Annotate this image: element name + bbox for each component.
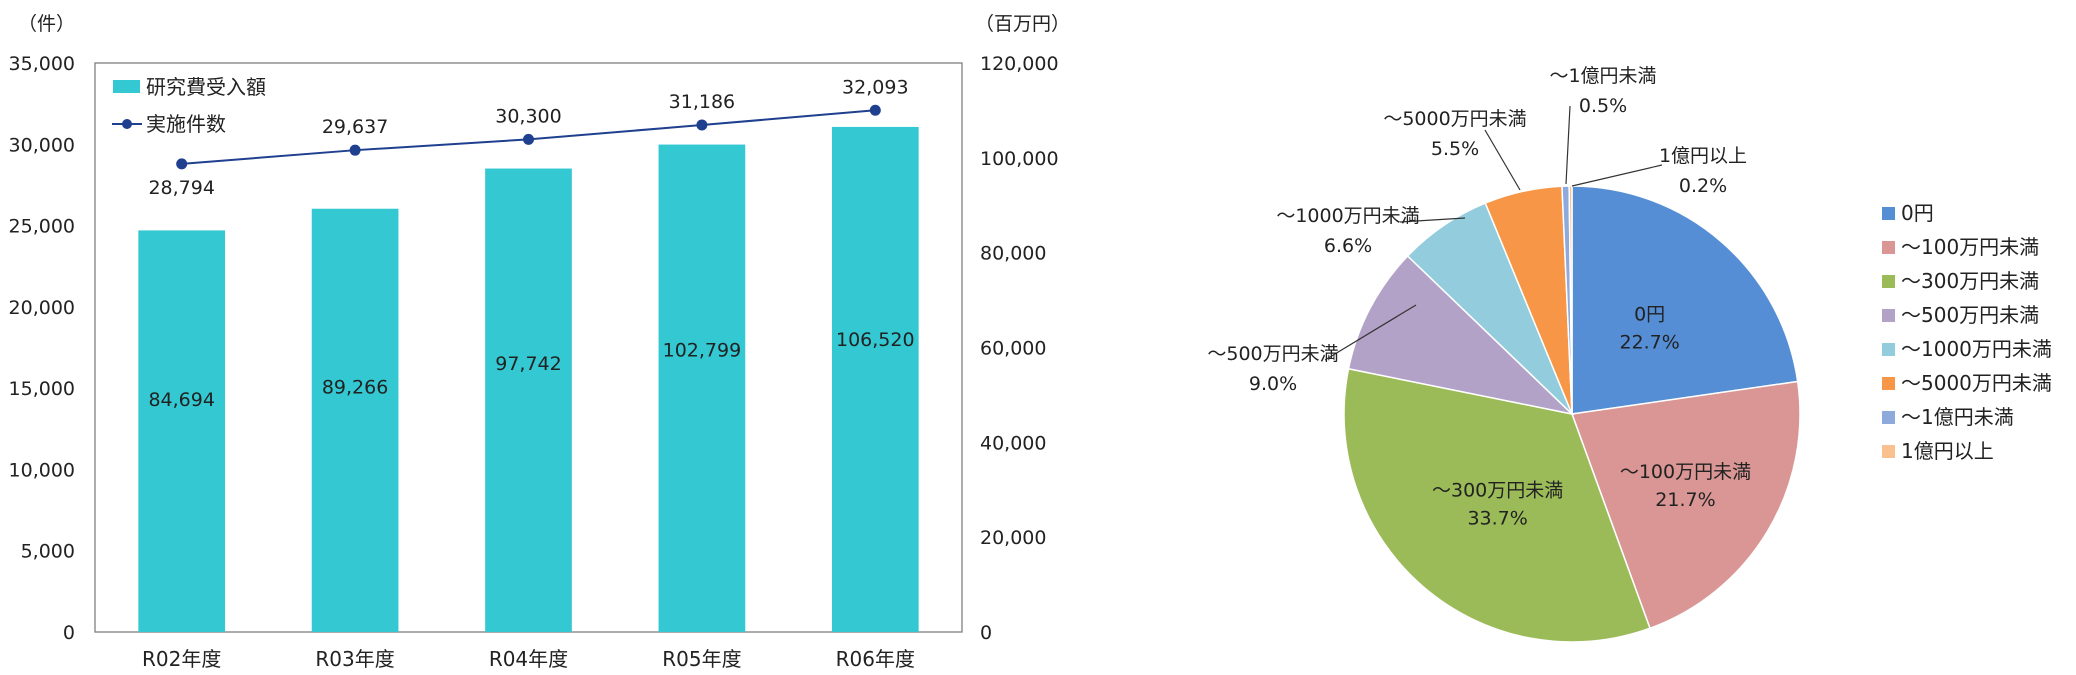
combo-chart: （件） （百万円） 0 5,000 10,000 15,000 20,000 25,000 30… [9, 13, 1060, 671]
pie-slice [1568, 185, 1573, 415]
pie-slice-percent: 21.7% [1655, 489, 1715, 511]
pie-slice-name: ～300万円未満 [1432, 479, 1563, 501]
pie-leader-line [1324, 304, 1417, 361]
pie-slice-name: ～5000万円未満 [1383, 108, 1526, 130]
legend-label: 0円 [1901, 201, 1934, 225]
legend-swatch [1882, 377, 1895, 390]
pie-slice-percent: 6.6% [1324, 235, 1372, 257]
right-axis-tick-label: 100,000 [980, 148, 1059, 170]
right-axis-tick-label: 40,000 [980, 432, 1046, 454]
pie-slice [1343, 367, 1651, 643]
category-label: R03年度 [315, 647, 394, 671]
pie-slice-name: ～1億円未満 [1549, 65, 1656, 87]
pie-slice-percent: 0.5% [1579, 95, 1627, 117]
legend-swatch [1882, 445, 1895, 458]
legend-swatch-bar [113, 80, 140, 93]
pie-slice [1571, 185, 1799, 415]
pie-slice-name: ～500万円未満 [1207, 343, 1338, 365]
pie-slice-percent: 22.7% [1619, 331, 1679, 353]
pie-slice [1570, 380, 1801, 630]
pie-slice-name: ～100万円未満 [1620, 461, 1751, 483]
line-point [869, 104, 881, 116]
pie-leader-line [1565, 105, 1571, 185]
left-axis-tick-label: 10,000 [9, 459, 75, 481]
pie-leader-line [1399, 217, 1466, 223]
bar-value-label: 106,520 [836, 329, 915, 351]
pie-slice [1347, 254, 1575, 416]
pie-leader-line [1484, 129, 1521, 191]
pie-slice-percent: 0.2% [1679, 175, 1727, 197]
bar-value-label: 102,799 [663, 339, 742, 361]
right-axis-tick-label: 0 [980, 622, 992, 644]
left-axis-unit: （件） [18, 13, 75, 35]
pie-slice-percent: 5.5% [1431, 138, 1479, 160]
line-point [176, 158, 188, 170]
legend-label-line: 実施件数 [146, 112, 226, 136]
legend-swatch [1882, 207, 1895, 220]
legend-swatch [1882, 275, 1895, 288]
line-value-label: 29,637 [322, 116, 388, 138]
left-axis-tick-label: 20,000 [9, 297, 75, 319]
line-value-label: 31,186 [669, 91, 735, 113]
line-point [696, 119, 708, 131]
left-axis-tick-label: 35,000 [9, 53, 75, 75]
category-label: R02年度 [142, 647, 221, 671]
bar [485, 168, 572, 632]
legend-label: ～5000万円未満 [1901, 371, 2052, 395]
category-label: R04年度 [489, 647, 568, 671]
legend-label: ～1000万円未満 [1901, 337, 2052, 361]
right-axis-unit: （百万円） [975, 13, 1060, 35]
bar [138, 230, 226, 632]
legend-label: ～500万円未満 [1901, 303, 2039, 327]
legend-label: ～300万円未満 [1901, 269, 2039, 293]
bar [831, 126, 919, 632]
legend-swatch [1882, 411, 1895, 424]
legend-swatch [1882, 241, 1895, 254]
line-value-label: 32,093 [842, 76, 908, 98]
pie-slice-name: 1億円以上 [1659, 145, 1747, 167]
bar-value-label: 97,742 [495, 353, 561, 375]
bar-value-label: 89,266 [322, 377, 388, 399]
right-axis-tick-label: 20,000 [980, 527, 1046, 549]
legend-swatch [1882, 343, 1895, 356]
pie-slice-percent: 9.0% [1249, 373, 1297, 395]
legend-marker-line [122, 119, 132, 129]
legend-swatch [1882, 309, 1895, 322]
line-point [349, 144, 361, 156]
line-value-label: 28,794 [148, 177, 214, 199]
left-axis-tick-label: 15,000 [9, 378, 75, 400]
legend-label: 1億円以上 [1901, 439, 1994, 463]
right-axis-tick-label: 120,000 [980, 53, 1059, 75]
category-label: R05年度 [662, 647, 741, 671]
left-axis-tick-label: 0 [63, 622, 75, 644]
legend-label-bar: 研究費受入額 [146, 75, 266, 99]
legend-label: ～1億円未満 [1901, 405, 2014, 429]
bar-value-label: 84,694 [148, 389, 214, 411]
line-value-label: 30,300 [495, 105, 561, 127]
left-axis-tick-label: 25,000 [9, 216, 75, 238]
pie-chart: 0円 22.7% ～100万円未満 21.7% ～300万円未満 33.7% ～500万円未… [1207, 65, 2052, 643]
bar [311, 208, 399, 632]
legend-label: ～100万円未満 [1901, 235, 2039, 259]
category-label: R06年度 [836, 647, 915, 671]
right-axis-tick-label: 80,000 [980, 243, 1046, 265]
right-axis-tick-label: 60,000 [980, 338, 1046, 360]
pie-slice-name: 0円 [1634, 303, 1665, 325]
left-axis-tick-label: 30,000 [9, 134, 75, 156]
pie-leader-line [1571, 164, 1663, 187]
left-axis-tick-label: 5,000 [21, 541, 75, 563]
bar [658, 144, 746, 632]
pie-slice-percent: 33.7% [1467, 507, 1527, 529]
line-point [523, 133, 534, 145]
pie-slice-name: ～1000万円未満 [1276, 205, 1419, 227]
